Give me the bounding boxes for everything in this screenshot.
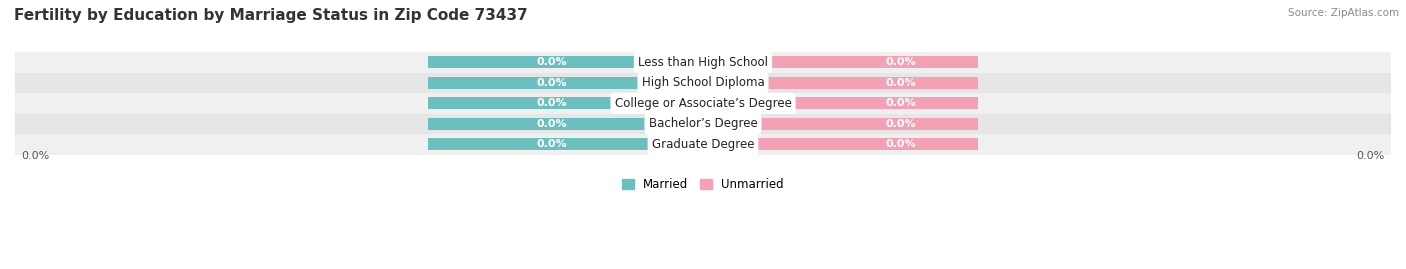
- Bar: [0, 134, 1406, 155]
- Bar: [703, 139, 979, 150]
- Text: 0.0%: 0.0%: [886, 98, 917, 108]
- Text: 0.0%: 0.0%: [536, 78, 567, 88]
- Text: 0.0%: 0.0%: [886, 78, 917, 88]
- Text: 0.0%: 0.0%: [886, 57, 917, 67]
- Bar: [703, 56, 979, 68]
- Bar: [0, 114, 1406, 134]
- Bar: [703, 118, 979, 130]
- Bar: [427, 97, 703, 109]
- Bar: [427, 139, 703, 150]
- Text: High School Diploma: High School Diploma: [641, 76, 765, 89]
- Text: Source: ZipAtlas.com: Source: ZipAtlas.com: [1288, 8, 1399, 18]
- Text: Fertility by Education by Marriage Status in Zip Code 73437: Fertility by Education by Marriage Statu…: [14, 8, 527, 23]
- Bar: [703, 118, 979, 130]
- Text: 0.0%: 0.0%: [536, 57, 567, 67]
- Bar: [427, 56, 703, 68]
- Text: Less than High School: Less than High School: [638, 56, 768, 69]
- Bar: [703, 97, 979, 109]
- Bar: [703, 97, 979, 109]
- Text: 0.0%: 0.0%: [21, 151, 49, 161]
- Bar: [427, 77, 703, 89]
- Text: Graduate Degree: Graduate Degree: [652, 138, 754, 151]
- Bar: [427, 97, 703, 109]
- Text: Bachelor’s Degree: Bachelor’s Degree: [648, 117, 758, 130]
- Bar: [427, 118, 703, 130]
- Legend: Married, Unmarried: Married, Unmarried: [617, 173, 789, 196]
- Text: 0.0%: 0.0%: [536, 139, 567, 150]
- Text: 0.0%: 0.0%: [886, 139, 917, 150]
- Text: College or Associate’s Degree: College or Associate’s Degree: [614, 97, 792, 110]
- Bar: [0, 93, 1406, 114]
- Text: 0.0%: 0.0%: [536, 98, 567, 108]
- Bar: [0, 52, 1406, 73]
- Bar: [703, 139, 979, 150]
- Bar: [703, 56, 979, 68]
- Text: 0.0%: 0.0%: [1357, 151, 1385, 161]
- Bar: [427, 77, 703, 89]
- Bar: [703, 77, 979, 89]
- Bar: [0, 73, 1406, 93]
- Bar: [703, 77, 979, 89]
- Text: 0.0%: 0.0%: [886, 119, 917, 129]
- Bar: [427, 139, 703, 150]
- Bar: [427, 118, 703, 130]
- Text: 0.0%: 0.0%: [536, 119, 567, 129]
- Bar: [427, 56, 703, 68]
